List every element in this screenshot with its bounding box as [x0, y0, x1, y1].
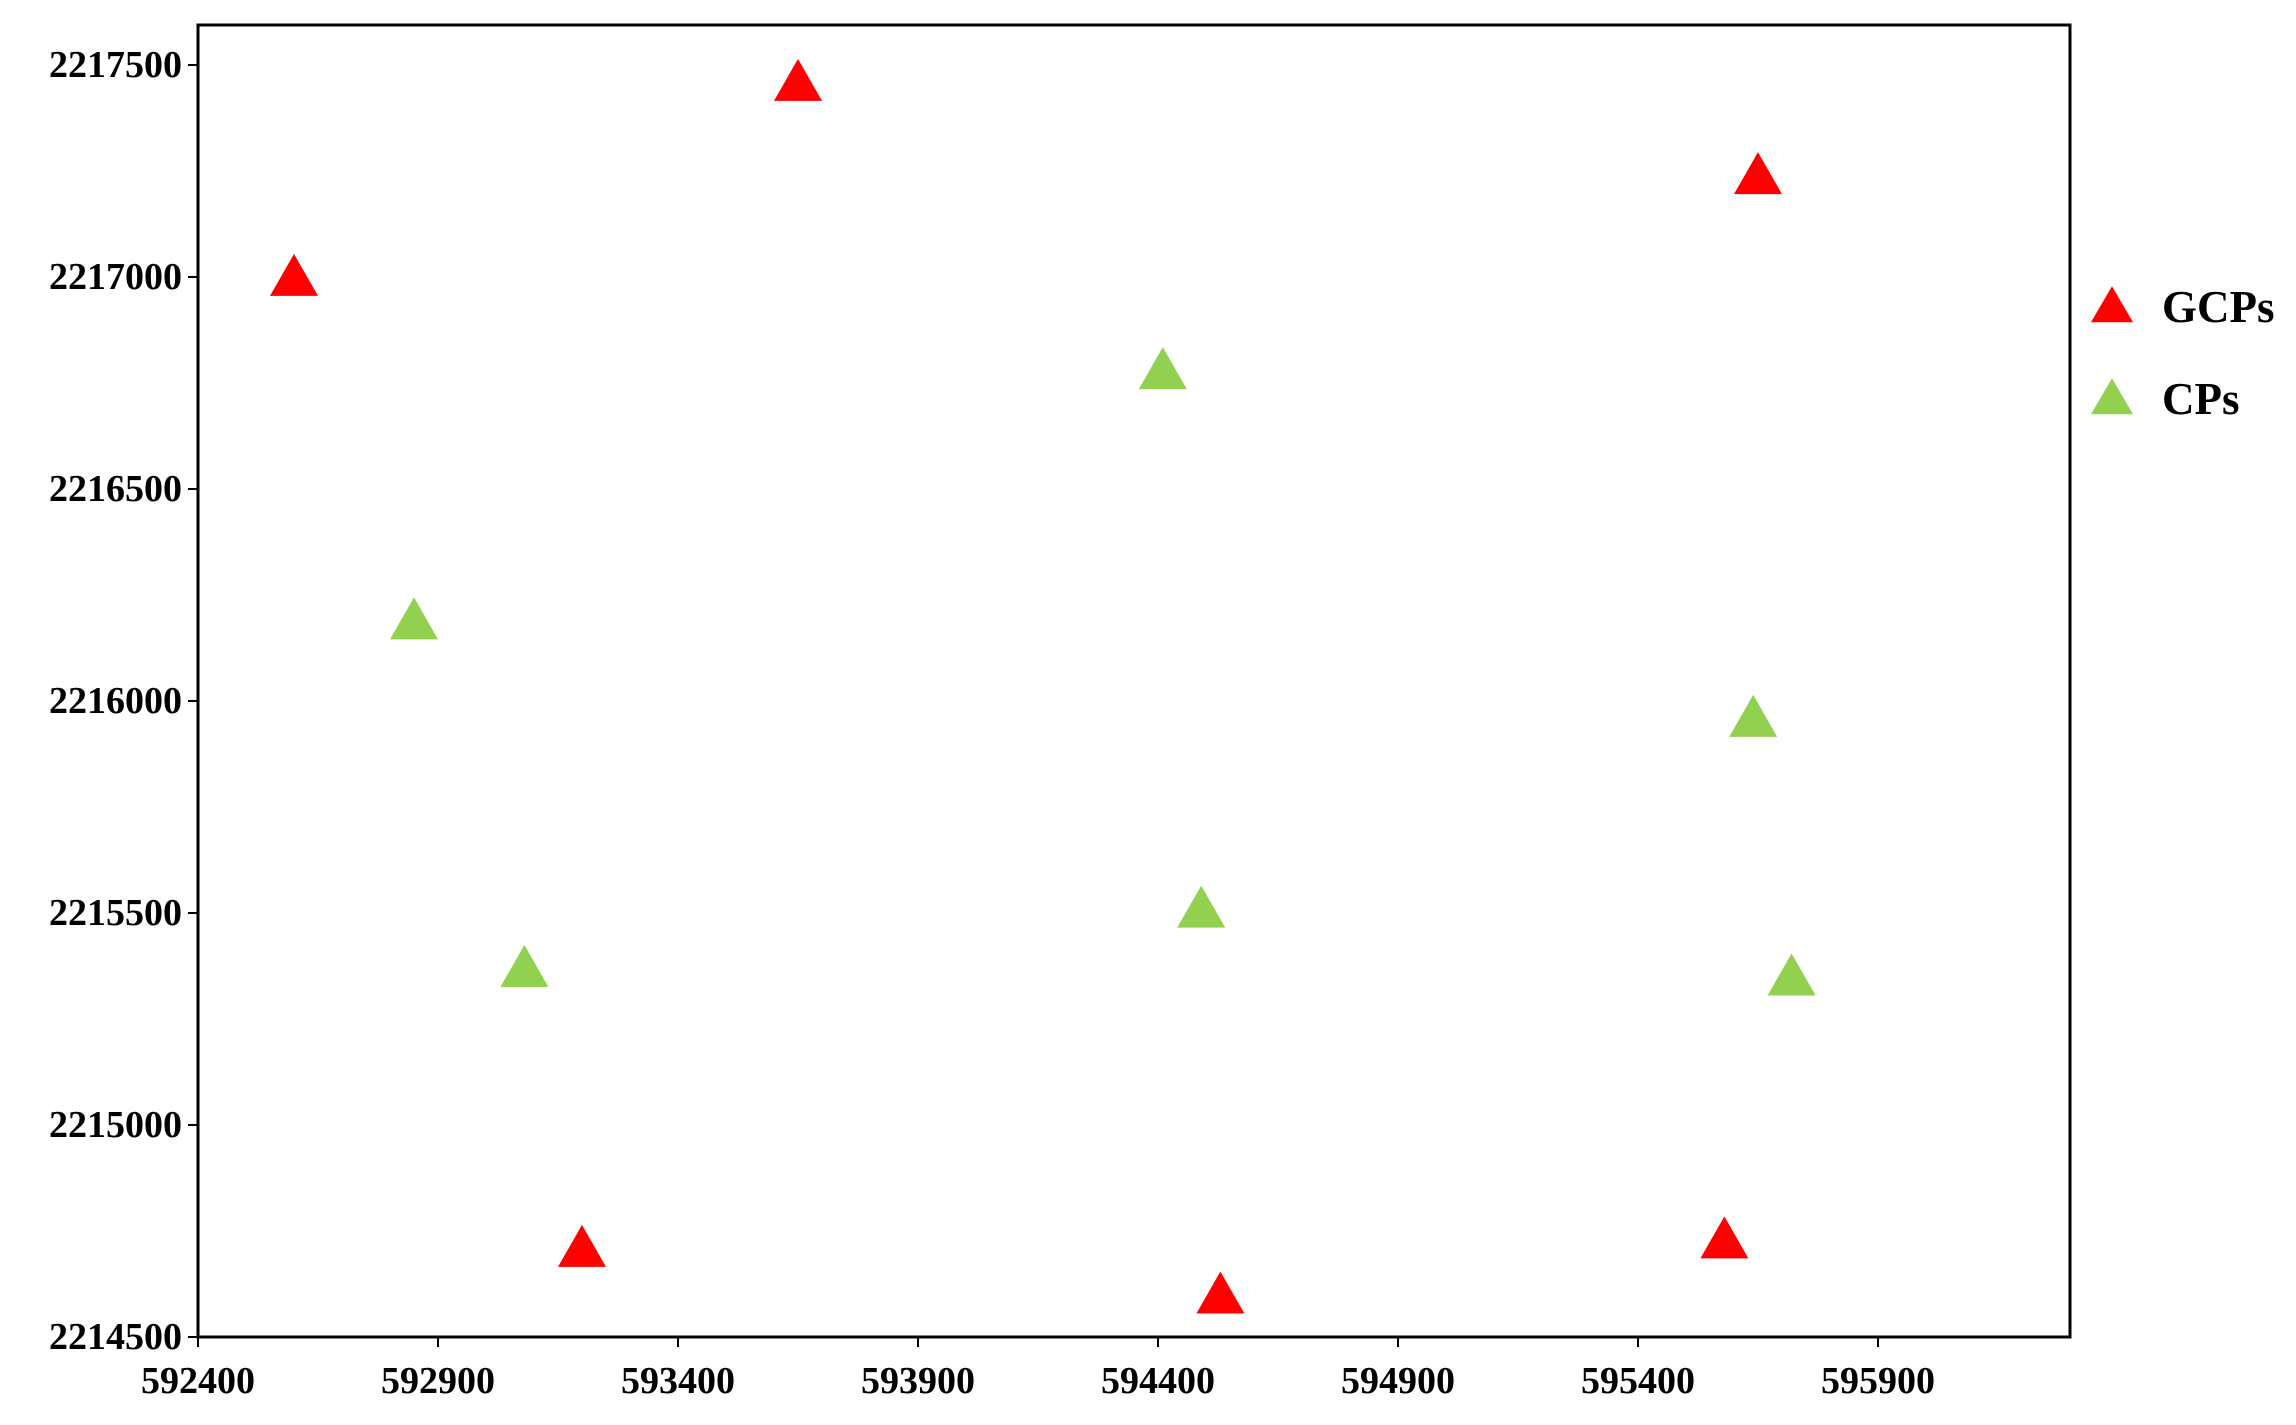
x-tick-label: 594400 — [1101, 1360, 1215, 1402]
y-tick-label: 2216000 — [49, 680, 182, 722]
x-tick-label: 593900 — [861, 1360, 975, 1402]
x-tick-label: 595400 — [1581, 1360, 1695, 1402]
y-tick-label: 2215500 — [49, 892, 182, 934]
legend-marker-gcps — [2091, 286, 2133, 323]
x-tick-label: 594900 — [1341, 1360, 1455, 1402]
x-tick-label: 592900 — [381, 1360, 495, 1402]
gcps-point — [1196, 1271, 1245, 1314]
y-tick-label: 2217500 — [49, 44, 182, 86]
x-tick-label: 592400 — [141, 1360, 255, 1402]
legend-label-cps: CPs — [2162, 374, 2240, 424]
x-tick-label: 593400 — [621, 1360, 735, 1402]
y-tick-label: 2217000 — [49, 256, 182, 298]
legend-label-gcps: GCPs — [2162, 282, 2275, 332]
cps-point — [500, 945, 549, 988]
legend-marker-cps — [2091, 378, 2133, 415]
gcps-point — [1700, 1216, 1749, 1259]
gcps-point — [558, 1224, 606, 1267]
plot-area — [196, 23, 2072, 1339]
gcps-point — [774, 58, 822, 101]
cps-point — [390, 597, 438, 640]
y-tick-label: 2216500 — [49, 468, 182, 510]
cps-point — [1138, 347, 1187, 390]
x-tick-label: 595900 — [1821, 1360, 1935, 1402]
y-tick-label: 2214500 — [49, 1316, 182, 1358]
data-points — [270, 58, 1816, 1314]
gcps-point — [270, 253, 318, 296]
cps-point — [1177, 885, 1226, 928]
cps-point — [1767, 953, 1816, 996]
cps-point — [1729, 694, 1778, 737]
y-axis: 2214500 2215000 2215500 2216000 2216500 22170… — [49, 44, 198, 1358]
y-tick-label: 2215000 — [49, 1104, 182, 1146]
x-axis: 592400 592900 593400 593900 594400 594900 5954… — [141, 1337, 1935, 1402]
legend: GCPs CPs — [2091, 282, 2275, 424]
gcps-point — [1734, 152, 1782, 195]
